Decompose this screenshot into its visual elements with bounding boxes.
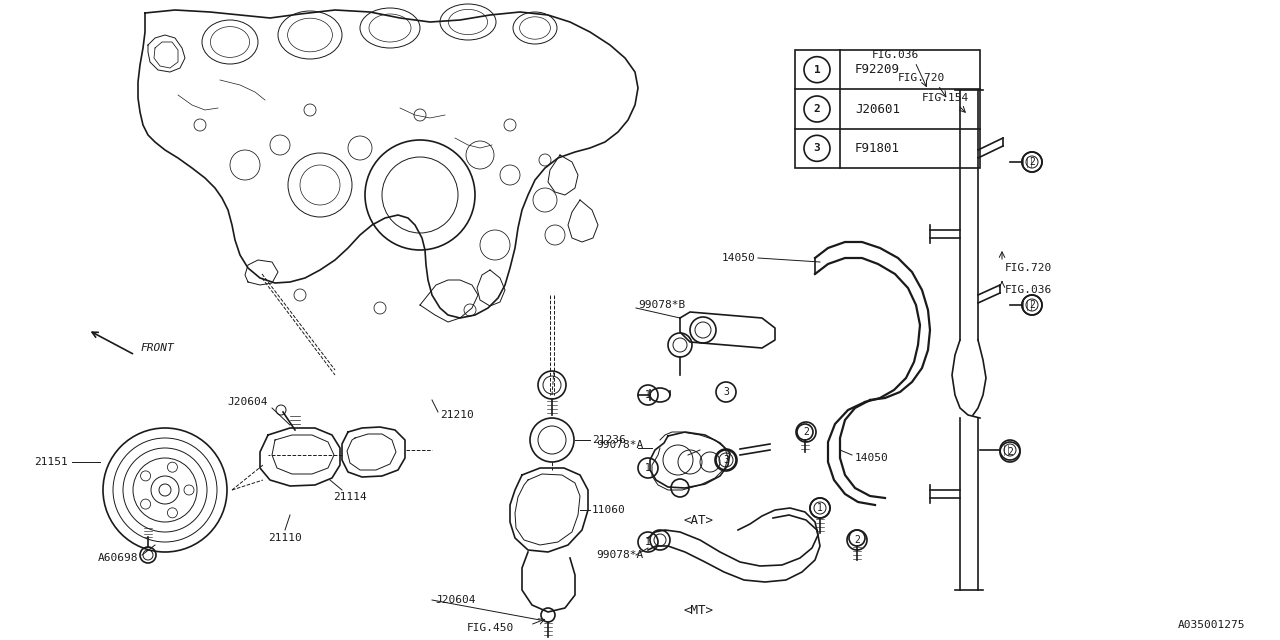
Text: 2: 2 bbox=[1029, 300, 1036, 310]
Text: 1: 1 bbox=[645, 390, 652, 400]
Bar bbox=[795, 50, 980, 168]
Text: 3: 3 bbox=[723, 387, 728, 397]
Text: 2: 2 bbox=[803, 427, 809, 437]
Text: FIG.720: FIG.720 bbox=[899, 73, 945, 83]
Text: <MT>: <MT> bbox=[684, 604, 713, 616]
Text: 2: 2 bbox=[1029, 157, 1036, 167]
Text: F91801: F91801 bbox=[855, 142, 900, 155]
Text: J20604: J20604 bbox=[435, 595, 475, 605]
Text: 99078*B: 99078*B bbox=[637, 300, 685, 310]
Text: 14050: 14050 bbox=[855, 453, 888, 463]
Text: A60698: A60698 bbox=[97, 553, 138, 563]
Text: 99078*A: 99078*A bbox=[596, 550, 644, 560]
Text: 99078*A: 99078*A bbox=[596, 440, 644, 450]
Text: 2: 2 bbox=[1007, 447, 1012, 457]
Text: J20604: J20604 bbox=[228, 397, 269, 407]
Text: 11060: 11060 bbox=[593, 505, 626, 515]
Text: 2: 2 bbox=[854, 535, 860, 545]
Text: FIG.036: FIG.036 bbox=[872, 50, 919, 60]
Text: 1: 1 bbox=[817, 503, 823, 513]
Text: 21236: 21236 bbox=[593, 435, 626, 445]
Text: F92209: F92209 bbox=[855, 63, 900, 76]
Text: 21114: 21114 bbox=[333, 492, 367, 502]
Text: FIG.036: FIG.036 bbox=[1005, 285, 1052, 295]
Text: FIG.450: FIG.450 bbox=[466, 623, 513, 633]
Text: 14050: 14050 bbox=[721, 253, 755, 263]
Text: FIG.720: FIG.720 bbox=[1005, 263, 1052, 273]
Text: FIG.154: FIG.154 bbox=[922, 93, 969, 103]
Text: J20601: J20601 bbox=[855, 102, 900, 115]
Text: 3: 3 bbox=[814, 143, 820, 154]
Text: A035001275: A035001275 bbox=[1178, 620, 1245, 630]
Text: 1: 1 bbox=[645, 537, 652, 547]
Text: FRONT: FRONT bbox=[140, 343, 174, 353]
Text: 21110: 21110 bbox=[268, 533, 302, 543]
Text: 21210: 21210 bbox=[440, 410, 474, 420]
Text: 3: 3 bbox=[723, 455, 728, 465]
Text: 1: 1 bbox=[645, 463, 652, 473]
Text: 2: 2 bbox=[814, 104, 820, 114]
Text: 21151: 21151 bbox=[35, 457, 68, 467]
Text: 1: 1 bbox=[814, 65, 820, 75]
Text: <AT>: <AT> bbox=[684, 513, 713, 527]
